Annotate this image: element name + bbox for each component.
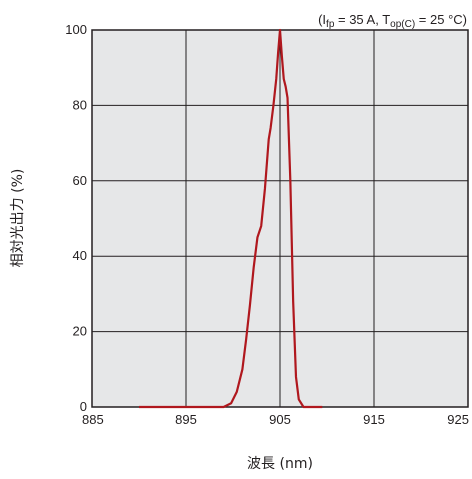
- series-group: [139, 28, 323, 409]
- y-tick-label: 60: [73, 173, 87, 188]
- y-tick-label: 80: [73, 97, 87, 112]
- conditions-sub1: fp: [326, 19, 335, 30]
- x-tick-label: 925: [447, 412, 469, 427]
- x-tick-label: 885: [82, 412, 104, 427]
- x-tick-labels: 885 895 905 915 925: [82, 412, 469, 427]
- y-tick-label: 20: [73, 324, 87, 339]
- y-tick-label: 100: [65, 22, 87, 37]
- conditions-close: = 25 °C): [415, 12, 467, 27]
- series-line: [139, 28, 323, 409]
- x-tick-label: 905: [269, 412, 291, 427]
- conditions-sub2: op(C): [390, 19, 415, 30]
- conditions-open: (I: [318, 12, 326, 27]
- x-axis-title: 波長 (nm): [247, 456, 313, 472]
- y-tick-label: 40: [73, 248, 87, 263]
- y-tick-labels: 0 20 40 60 80 100: [65, 22, 87, 414]
- conditions-mid: = 35 A, T: [334, 12, 390, 27]
- x-tick-label: 915: [363, 412, 385, 427]
- y-axis-title: 相対光出力 (%): [10, 169, 26, 268]
- y-tick-label: 0: [80, 399, 87, 414]
- x-tick-label: 895: [175, 412, 197, 427]
- measurement-conditions: (Ifp = 35 A, Top(C) = 25 °C): [318, 12, 467, 30]
